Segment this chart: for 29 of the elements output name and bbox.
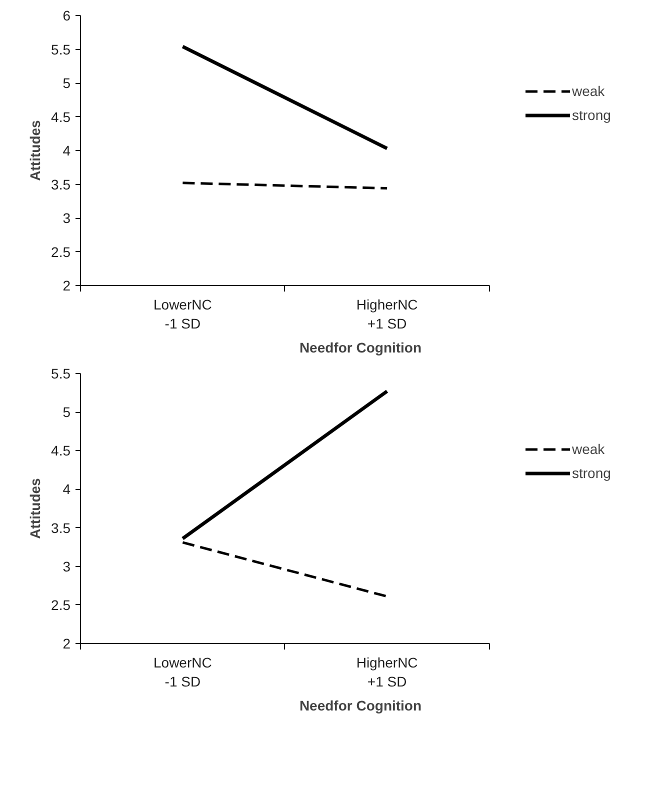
y-tick-label: 4 — [62, 481, 71, 498]
x-tick-label: HigherNC +1 SD — [356, 296, 418, 332]
y-tick-label: 4 — [62, 142, 71, 158]
x-axis-title: Needfor Cognition — [299, 698, 422, 714]
legend-label: weak — [572, 441, 605, 457]
legend-label: weak — [572, 83, 605, 99]
y-tick-label: 2 — [62, 636, 71, 652]
y-tick-label: 2 — [62, 278, 71, 294]
x-tick-label: LowerNC -1 SD — [154, 296, 212, 332]
y-tick-label: 3 — [62, 210, 71, 226]
x-tick-label: LowerNC -1 SD — [154, 654, 212, 690]
y-tick-label: 6 — [62, 8, 71, 24]
x-tick-label: HigherNC +1 SD — [356, 654, 418, 690]
legend-label: strong — [572, 465, 611, 481]
y-axis-title: Attitudes — [27, 120, 44, 181]
y-tick-label: 3 — [62, 558, 71, 574]
x-axis-title: Needfor Cognition — [299, 340, 422, 356]
legend-label: strong — [572, 107, 611, 123]
y-tick-label: 5 — [62, 75, 71, 91]
y-tick-label: 4.5 — [51, 108, 71, 125]
y-tick-label: 4.5 — [51, 442, 71, 459]
y-tick-label: 2.5 — [51, 244, 71, 260]
y-tick-label: 2.5 — [51, 596, 71, 613]
y-tick-label: 5.5 — [51, 366, 71, 382]
y-tick-label: 5 — [62, 404, 71, 420]
y-tick-label: 3.5 — [51, 520, 71, 536]
y-tick-label: 3.5 — [51, 176, 71, 192]
y-tick-label: 5.5 — [51, 41, 71, 58]
y-axis-title: Attitudes — [27, 478, 44, 539]
